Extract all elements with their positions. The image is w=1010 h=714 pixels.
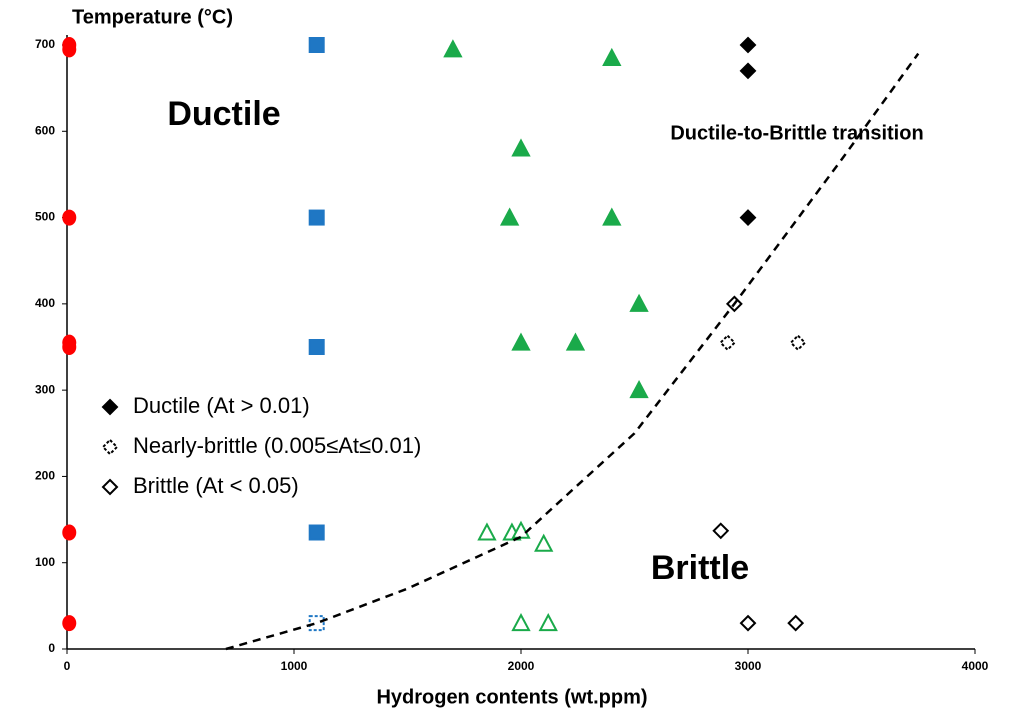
point [308, 615, 325, 632]
point [62, 41, 77, 58]
x-tick-label: 3000 [735, 659, 762, 673]
y-tick-label: 200 [35, 469, 55, 483]
x-axis-label: Hydrogen contents (wt.ppm) [376, 686, 647, 708]
point [712, 522, 730, 540]
point [308, 524, 325, 541]
x-tick-label: 0 [64, 659, 71, 673]
y-tick-label: 0 [48, 641, 55, 655]
point [789, 334, 807, 352]
x-tick-label: 4000 [962, 659, 989, 673]
x-tick-label: 2000 [508, 659, 535, 673]
legend-label: Ductile (At > 0.01) [133, 393, 310, 418]
point [499, 207, 520, 226]
point [443, 39, 463, 58]
annotation: Ductile-to-Brittle transition [670, 122, 923, 144]
point [308, 37, 325, 53]
annotation: Brittle [651, 549, 749, 587]
point [62, 339, 77, 355]
legend-marker [101, 438, 119, 456]
y-tick-label: 700 [35, 37, 55, 51]
point [511, 138, 531, 157]
legend-marker [101, 398, 119, 416]
point [739, 209, 757, 226]
point [602, 207, 622, 226]
y-tick-label: 600 [35, 123, 55, 137]
annotation: Ductile [167, 95, 280, 133]
point [629, 380, 649, 399]
legend-marker [101, 478, 119, 496]
y-tick-label: 500 [35, 210, 55, 224]
y-tick-label: 400 [35, 296, 55, 310]
point [62, 524, 77, 541]
y-tick-label: 100 [35, 555, 55, 569]
legend-label: Brittle (At < 0.05) [133, 473, 299, 498]
point [739, 614, 757, 632]
y-axis-label: Temperature (°C) [72, 6, 233, 28]
x-tick-label: 1000 [281, 659, 308, 673]
point [538, 612, 558, 632]
point [719, 334, 736, 352]
point [739, 62, 757, 80]
point [602, 47, 622, 66]
point [511, 612, 531, 632]
point [308, 339, 325, 355]
transition-curve [225, 52, 920, 651]
point [787, 614, 805, 632]
y-tick-label: 300 [35, 382, 55, 396]
legend-label: Nearly-brittle (0.005≤At≤0.01) [133, 433, 421, 458]
point [511, 332, 531, 351]
point [739, 36, 757, 54]
point [477, 522, 497, 541]
point [308, 209, 325, 226]
point [62, 209, 77, 226]
point [629, 293, 649, 312]
point [534, 533, 554, 552]
point [565, 332, 586, 351]
point [62, 615, 77, 632]
